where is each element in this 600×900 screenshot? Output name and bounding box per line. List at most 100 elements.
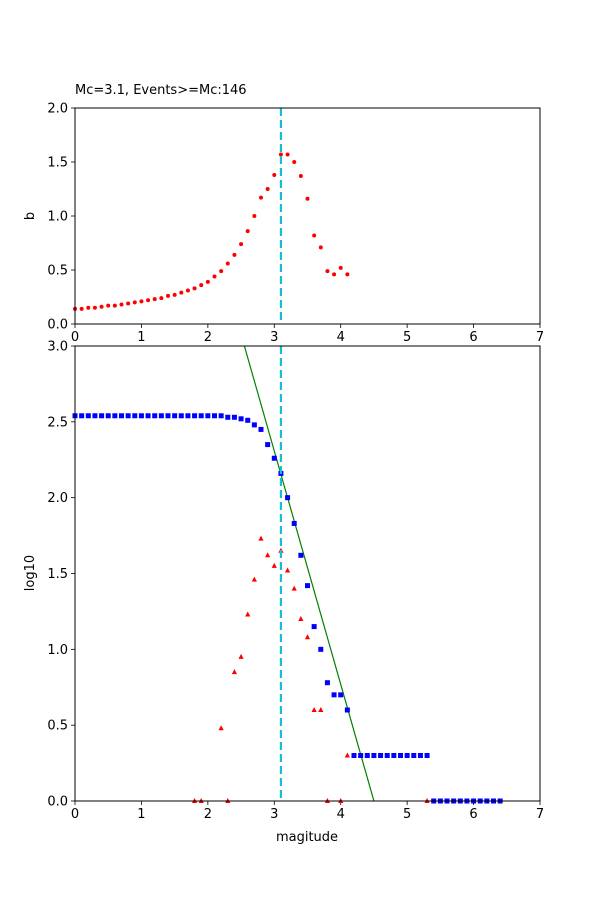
x-tick-label: 3 [270, 807, 278, 822]
b-value-point [132, 300, 137, 305]
x-tick-label: 0 [71, 807, 79, 822]
cumulative-count-point [205, 413, 211, 419]
b-value-point [292, 160, 297, 164]
y-tick-label: 1.5 [47, 567, 68, 582]
x-tick-label: 5 [403, 807, 411, 822]
cumulative-count-point [384, 753, 390, 758]
b-value-point [205, 279, 210, 284]
cumulative-count-point [291, 520, 297, 526]
cumulative-count-point [158, 413, 164, 419]
cumulative-count-point [178, 413, 184, 419]
cumulative-count-point [172, 413, 178, 419]
cumulative-count-point [212, 413, 217, 419]
bottom-plot-xlabel: magitude [276, 830, 338, 845]
x-tick-label: 2 [204, 807, 212, 822]
bottom-plot-ylabel: log10 [23, 555, 38, 591]
b-value-point [112, 303, 117, 308]
b-value-point [139, 299, 144, 304]
non-cumulative-count-point [231, 669, 238, 675]
x-tick-label: 6 [469, 330, 477, 345]
cumulative-count-point [165, 413, 171, 419]
x-tick-label: 3 [270, 330, 278, 345]
y-tick-label: 2.0 [47, 102, 68, 117]
bottom-plot-marks [72, 346, 503, 804]
top-plot-title: Mc=3.1, Events>=Mc:146 [75, 83, 247, 98]
b-value-point [325, 269, 330, 274]
y-tick-label: 2.0 [47, 491, 68, 506]
cumulative-count-point [138, 413, 144, 419]
cumulative-count-point [364, 753, 370, 758]
cumulative-count-point [105, 413, 111, 419]
bottom-plot-frame [74, 345, 541, 802]
b-value-point [332, 272, 337, 277]
cumulative-count-point [324, 680, 330, 686]
cumulative-count-point [391, 753, 397, 758]
x-tick-label: 1 [137, 330, 145, 345]
top-plot-ylabel: b [23, 212, 38, 220]
cumulative-count-point [424, 753, 430, 758]
cumulative-count-point [85, 413, 91, 419]
b-value-point [298, 174, 303, 179]
non-cumulative-count-point [298, 616, 304, 621]
b-value-point [278, 152, 283, 157]
non-cumulative-count-point [284, 567, 291, 573]
cumulative-count-point [185, 413, 191, 419]
non-cumulative-count-point [304, 634, 311, 640]
cumulative-count-point [344, 707, 350, 713]
b-value-point [265, 187, 270, 191]
bottom-plot-ticks: 0 1 2 3 4 5 6 7 0.0 0.5 1.0 1.5 2.0 2.5 3.0 [47, 340, 544, 823]
cumulative-count-point [298, 552, 304, 558]
b-value-point [225, 261, 230, 266]
non-cumulative-count-point [271, 562, 277, 568]
b-value-point [119, 302, 124, 307]
x-tick-label: 4 [337, 807, 345, 822]
cumulative-count-point [99, 413, 105, 419]
b-value-point [318, 245, 323, 250]
cumulative-count-point [271, 455, 277, 461]
cumulative-count-point [198, 413, 204, 419]
cumulative-count-point [218, 413, 224, 419]
y-tick-label: 0.5 [47, 264, 68, 279]
y-tick-label: 0.0 [47, 795, 68, 810]
non-cumulative-count-point [258, 535, 264, 541]
x-tick-label: 4 [337, 330, 345, 345]
non-cumulative-count-point [344, 752, 350, 758]
b-value-point [272, 172, 277, 177]
non-cumulative-count-point [251, 576, 257, 582]
b-value-point [179, 290, 184, 295]
b-value-point [159, 296, 164, 301]
x-tick-label: 7 [536, 807, 544, 822]
non-cumulative-count-point [265, 552, 271, 558]
b-value-point [192, 286, 197, 291]
cumulative-count-point [265, 442, 271, 448]
b-value-plot: Mc=3.1, Events>=Mc:146 0 1 2 3 4 5 6 7 0.0 0.5 1.0… [23, 83, 544, 345]
cumulative-count-point [311, 624, 317, 630]
b-value-point [199, 283, 204, 288]
b-value-point [345, 272, 350, 277]
x-tick-label: 0 [71, 330, 79, 345]
cumulative-count-point [112, 413, 118, 419]
cumulative-count-point [417, 753, 423, 758]
non-cumulative-count-point [245, 611, 251, 617]
top-plot-ticks: 0 1 2 3 4 5 6 7 0.0 0.5 1.0 1.5 2.0 [47, 102, 544, 346]
b-value-point [86, 305, 91, 310]
cumulative-count-point [145, 413, 151, 419]
b-value-point [259, 195, 263, 200]
b-value-point [252, 214, 257, 218]
non-cumulative-count-point [291, 585, 297, 591]
x-tick-label: 7 [536, 330, 544, 345]
b-value-point [92, 305, 97, 310]
cumulative-count-point [285, 495, 291, 501]
cumulative-count-point [79, 413, 85, 419]
y-tick-label: 1.0 [47, 210, 68, 225]
b-value-point [172, 292, 177, 297]
non-cumulative-count-point [318, 707, 324, 712]
cumulative-count-point [92, 413, 98, 419]
cumulative-count-point [192, 413, 198, 419]
cumulative-count-point [231, 414, 237, 420]
cumulative-count-point [238, 416, 244, 422]
y-tick-label: 0.0 [47, 318, 68, 333]
cumulative-count-point [152, 413, 158, 419]
cumulative-count-point [358, 753, 364, 758]
